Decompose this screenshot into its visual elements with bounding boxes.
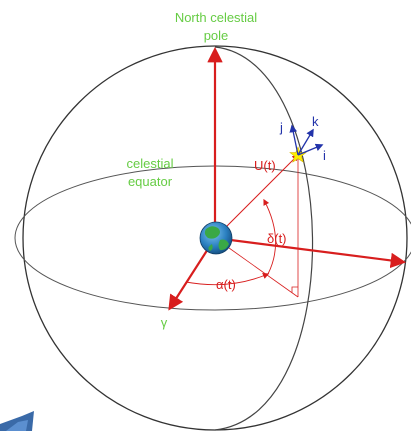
position-vector-line	[214, 154, 299, 239]
right-ascension-arc	[185, 273, 270, 286]
basis-i-label: i	[323, 148, 326, 163]
right-ascension-label: α(t)	[216, 277, 236, 292]
basis-vector-j	[289, 124, 299, 156]
basis-j-label: j	[279, 120, 283, 135]
declination-arc	[263, 198, 277, 275]
basis-vector-i	[297, 143, 324, 156]
vernal-equinox-label: γ	[161, 315, 168, 330]
basis-k-label: k	[312, 114, 319, 129]
north-pole-label-line1: North celestial	[175, 10, 257, 25]
north-pole-label-line2: pole	[204, 28, 229, 43]
declination-label: δ(t)	[267, 231, 287, 246]
earth-globe-icon	[199, 221, 233, 255]
equatorial-right-axis	[214, 236, 407, 269]
navigation-arrow-icon	[0, 411, 34, 431]
position-vector-label: U(t)	[254, 158, 276, 173]
basis-vector-k	[297, 128, 314, 156]
celestial-equator-label-line2: equator	[128, 174, 173, 189]
meridian-arc	[214, 46, 314, 431]
celestial-equator-label-line1: celestial	[127, 156, 174, 171]
right-angle-marker	[291, 286, 298, 293]
